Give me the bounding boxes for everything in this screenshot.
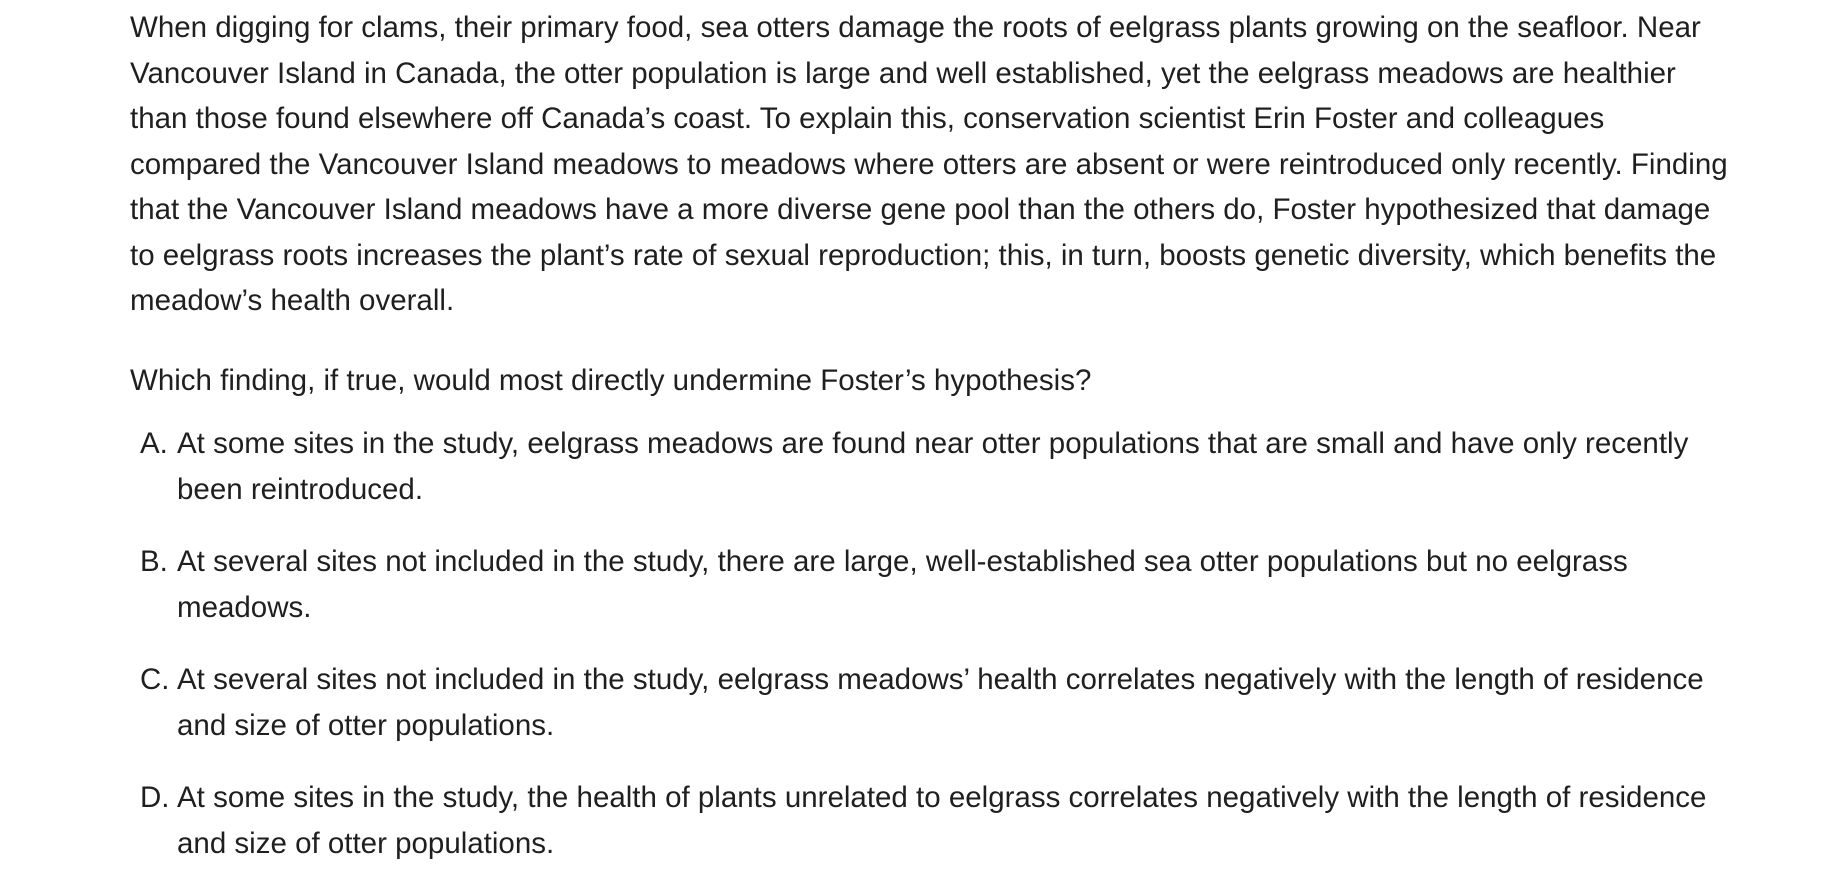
choice-text: At several sites not included in the stu… xyxy=(177,663,1704,742)
choice-d[interactable]: D. At some sites in the study, the healt… xyxy=(130,775,1730,866)
choice-a[interactable]: A. At some sites in the study, eelgrass … xyxy=(130,421,1730,512)
choice-letter: A. xyxy=(140,427,168,460)
choice-letter: B. xyxy=(140,545,168,578)
choice-text: At several sites not included in the stu… xyxy=(177,545,1628,624)
question-page: When digging for clams, their primary fo… xyxy=(130,0,1730,893)
question-prompt: Which finding, if true, would most direc… xyxy=(130,363,1092,397)
choice-text: At some sites in the study, eelgrass mea… xyxy=(177,427,1689,506)
answer-choices: A. At some sites in the study, eelgrass … xyxy=(130,421,1730,866)
choice-b[interactable]: B. At several sites not included in the … xyxy=(130,539,1730,630)
choice-text: At some sites in the study, the health o… xyxy=(177,781,1707,860)
choice-c[interactable]: C. At several sites not included in the … xyxy=(130,657,1730,748)
choice-letter: D. xyxy=(140,781,170,814)
passage-text: When digging for clams, their primary fo… xyxy=(130,11,1728,317)
choice-letter: C. xyxy=(140,663,170,696)
